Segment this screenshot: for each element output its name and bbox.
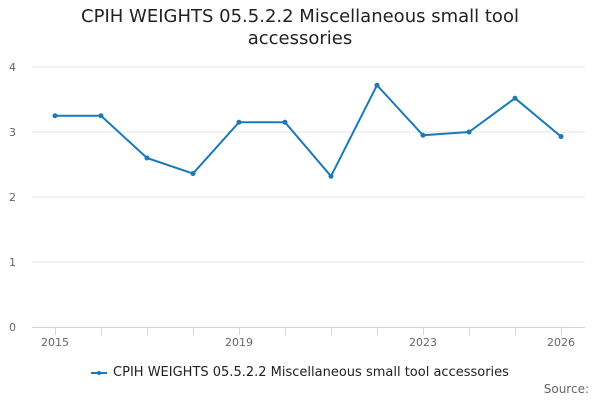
- y-tick-label: 1: [9, 256, 16, 269]
- data-point[interactable]: [282, 119, 288, 125]
- legend-item[interactable]: CPIH WEIGHTS 05.5.2.2 Miscellaneous smal…: [91, 364, 509, 382]
- grid-lines: [32, 66, 585, 263]
- legend-label: CPIH WEIGHTS 05.5.2.2 Miscellaneous smal…: [113, 365, 509, 380]
- data-point[interactable]: [328, 173, 334, 179]
- data-point[interactable]: [466, 129, 472, 135]
- data-point[interactable]: [374, 82, 380, 88]
- x-axis-tick-labels: 2015 2019 2023 2026: [41, 336, 575, 349]
- data-point[interactable]: [190, 171, 196, 177]
- y-tick-label: 2: [9, 191, 16, 204]
- x-axis: [32, 327, 585, 335]
- chart-title: CPIH WEIGHTS 05.5.2.2 Miscellaneous smal…: [0, 6, 600, 50]
- series-line: [54, 84, 562, 178]
- data-point[interactable]: [144, 155, 150, 161]
- data-point[interactable]: [558, 134, 564, 140]
- credits[interactable]: Source:: [543, 382, 589, 396]
- data-point[interactable]: [98, 113, 104, 119]
- legend: CPIH WEIGHTS 05.5.2.2 Miscellaneous smal…: [0, 364, 600, 384]
- series-layer: [52, 82, 564, 179]
- data-point[interactable]: [512, 95, 518, 101]
- y-axis-tick-labels: 0 1 2 3 4: [9, 61, 16, 334]
- y-tick-label: 0: [9, 321, 16, 334]
- y-tick-label: 3: [9, 126, 16, 139]
- data-point[interactable]: [236, 119, 242, 125]
- x-tick-label: 2026: [547, 336, 575, 349]
- x-tick-label: 2015: [41, 336, 69, 349]
- data-point[interactable]: [420, 132, 426, 138]
- x-tick-label: 2019: [225, 336, 253, 349]
- legend-marker-icon: [91, 368, 108, 378]
- x-tick-label: 2023: [409, 336, 437, 349]
- chart-title-text: CPIH WEIGHTS 05.5.2.2 Miscellaneous smal…: [81, 6, 519, 49]
- y-tick-label: 4: [9, 61, 16, 74]
- data-point[interactable]: [52, 113, 58, 119]
